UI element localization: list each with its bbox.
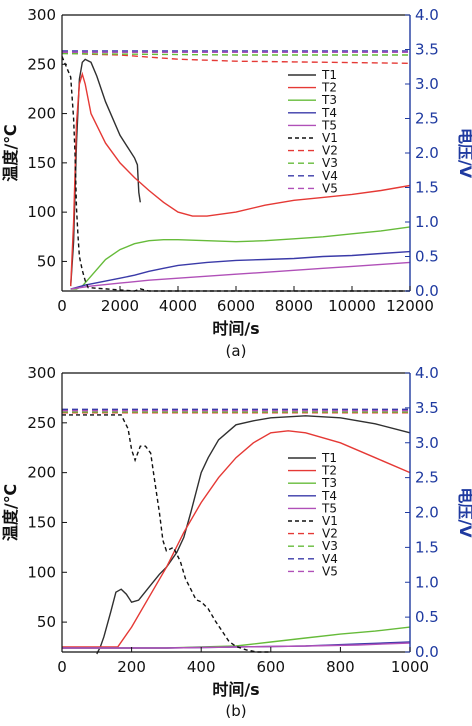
legend-label-v4: V4 <box>322 552 338 566</box>
series-line-t1 <box>70 58 141 287</box>
y-tick-label-right: 1.0 <box>415 573 439 591</box>
y-tick-label-right: 2.5 <box>415 110 439 128</box>
series-line-t1 <box>96 415 411 655</box>
legend-label-t1: T1 <box>321 451 337 465</box>
y-tick-label-left: 200 <box>27 464 56 482</box>
series-line-v3 <box>61 52 410 56</box>
y-tick-label-left: 150 <box>27 154 56 172</box>
legend-label-v3: V3 <box>322 156 338 170</box>
x-tick-label: 6000 <box>217 297 255 315</box>
y-tick-label-left: 50 <box>37 252 56 270</box>
panel-label: (b) <box>225 702 246 720</box>
series-group <box>62 408 411 655</box>
y-tick-label-right: 0.0 <box>415 282 439 300</box>
y-tick-label-right: 3.0 <box>415 434 439 452</box>
legend-label-t4: T4 <box>321 489 337 503</box>
legend-label-t5: T5 <box>321 501 337 515</box>
y-tick-label-left: 300 <box>27 6 56 24</box>
chart-panel-b: 0 200 400 600 800 1000 50 100 150 200 250 300 0.0 0.5… <box>1 364 472 720</box>
legend-label-t2: T2 <box>321 464 337 478</box>
legend-label-t4: T4 <box>321 106 337 120</box>
x-tick-label: 4000 <box>159 297 197 315</box>
y-tick-label-right: 4.0 <box>415 364 439 382</box>
x-tick-label: 0 <box>57 658 67 676</box>
chart-panel-a: 0 2000 4000 6000 8000 10000 12000 50 100 150 200 25… <box>1 6 472 360</box>
y-tick-label-right: 3.5 <box>415 399 439 417</box>
legend-label-v1: V1 <box>322 514 338 528</box>
x-tick-label: 2000 <box>101 297 139 315</box>
legend-label-t3: T3 <box>321 476 337 490</box>
y-tick-label-right: 3.5 <box>415 41 439 59</box>
y-tick-label-left: 100 <box>27 203 56 221</box>
series-line-v1 <box>62 414 271 653</box>
x-tick-label: 400 <box>187 658 216 676</box>
legend-label-v4: V4 <box>322 169 338 183</box>
series-line-v1 <box>61 56 410 292</box>
y-tick-label-right: 2.5 <box>415 469 439 487</box>
y-tick-label-left: 300 <box>27 364 56 382</box>
legend-label-t3: T3 <box>321 93 337 107</box>
x-tick-label: 12000 <box>386 297 434 315</box>
legend-label-v1: V1 <box>322 131 338 145</box>
y-tick-label-right: 1.5 <box>415 538 439 556</box>
y-tick-label-right: 3.0 <box>415 75 439 93</box>
y-tick-label-left: 50 <box>37 613 56 631</box>
x-tick-label: 0 <box>57 297 67 315</box>
series-line-v2 <box>61 52 411 64</box>
series-line-t5 <box>62 642 411 649</box>
series-line-t5 <box>70 261 411 290</box>
series-line-t4 <box>70 250 411 290</box>
y-tick-label-right: 2.0 <box>415 144 439 162</box>
y-tick-label-right: 0.5 <box>415 248 439 266</box>
y-tick-label-left: 200 <box>27 105 56 123</box>
y-tick-label-right: 1.0 <box>415 213 439 231</box>
legend-label-t2: T2 <box>321 81 337 95</box>
series-line-t3 <box>70 226 411 290</box>
x-tick-label: 1000 <box>391 658 429 676</box>
y-tick-label-right: 4.0 <box>415 6 439 24</box>
legend-label-v2: V2 <box>322 144 338 158</box>
y-tick-label-right: 1.5 <box>415 179 439 197</box>
series-line-t2 <box>62 430 411 648</box>
legend-label-v3: V3 <box>322 539 338 553</box>
legend-label-v2: V2 <box>322 527 338 541</box>
legend-label-t5: T5 <box>321 118 337 132</box>
x-tick-label: 200 <box>117 658 146 676</box>
y-tick-label-left: 250 <box>27 414 56 432</box>
series-line-t2 <box>70 71 411 287</box>
legend-label-v5: V5 <box>322 564 338 578</box>
y-tick-label-right: 0.5 <box>415 608 439 626</box>
y-tick-label-right: 2.0 <box>415 504 439 522</box>
x-axis-title: 时间/s <box>212 319 259 338</box>
panel-label: (a) <box>226 342 247 360</box>
x-tick-label: 10000 <box>328 297 376 315</box>
y-tick-label-left: 250 <box>27 55 56 73</box>
legend-label-t1: T1 <box>321 68 337 82</box>
y-axis-title-left: 温度/℃ <box>1 124 20 182</box>
x-tick-label: 600 <box>256 658 285 676</box>
x-tick-label: 800 <box>326 658 355 676</box>
x-axis-title: 时间/s <box>212 680 259 699</box>
legend-label-v5: V5 <box>322 181 338 195</box>
y-axis-title-right: 电压/V <box>456 487 472 538</box>
y-tick-label-right: 0.0 <box>415 643 439 661</box>
x-tick-label: 8000 <box>275 297 313 315</box>
y-tick-label-left: 100 <box>27 563 56 581</box>
y-axis-title-left: 温度/℃ <box>1 484 20 542</box>
series-group <box>61 50 411 292</box>
y-tick-label-left: 150 <box>27 513 56 531</box>
y-axis-title-right: 电压/V <box>456 128 472 179</box>
